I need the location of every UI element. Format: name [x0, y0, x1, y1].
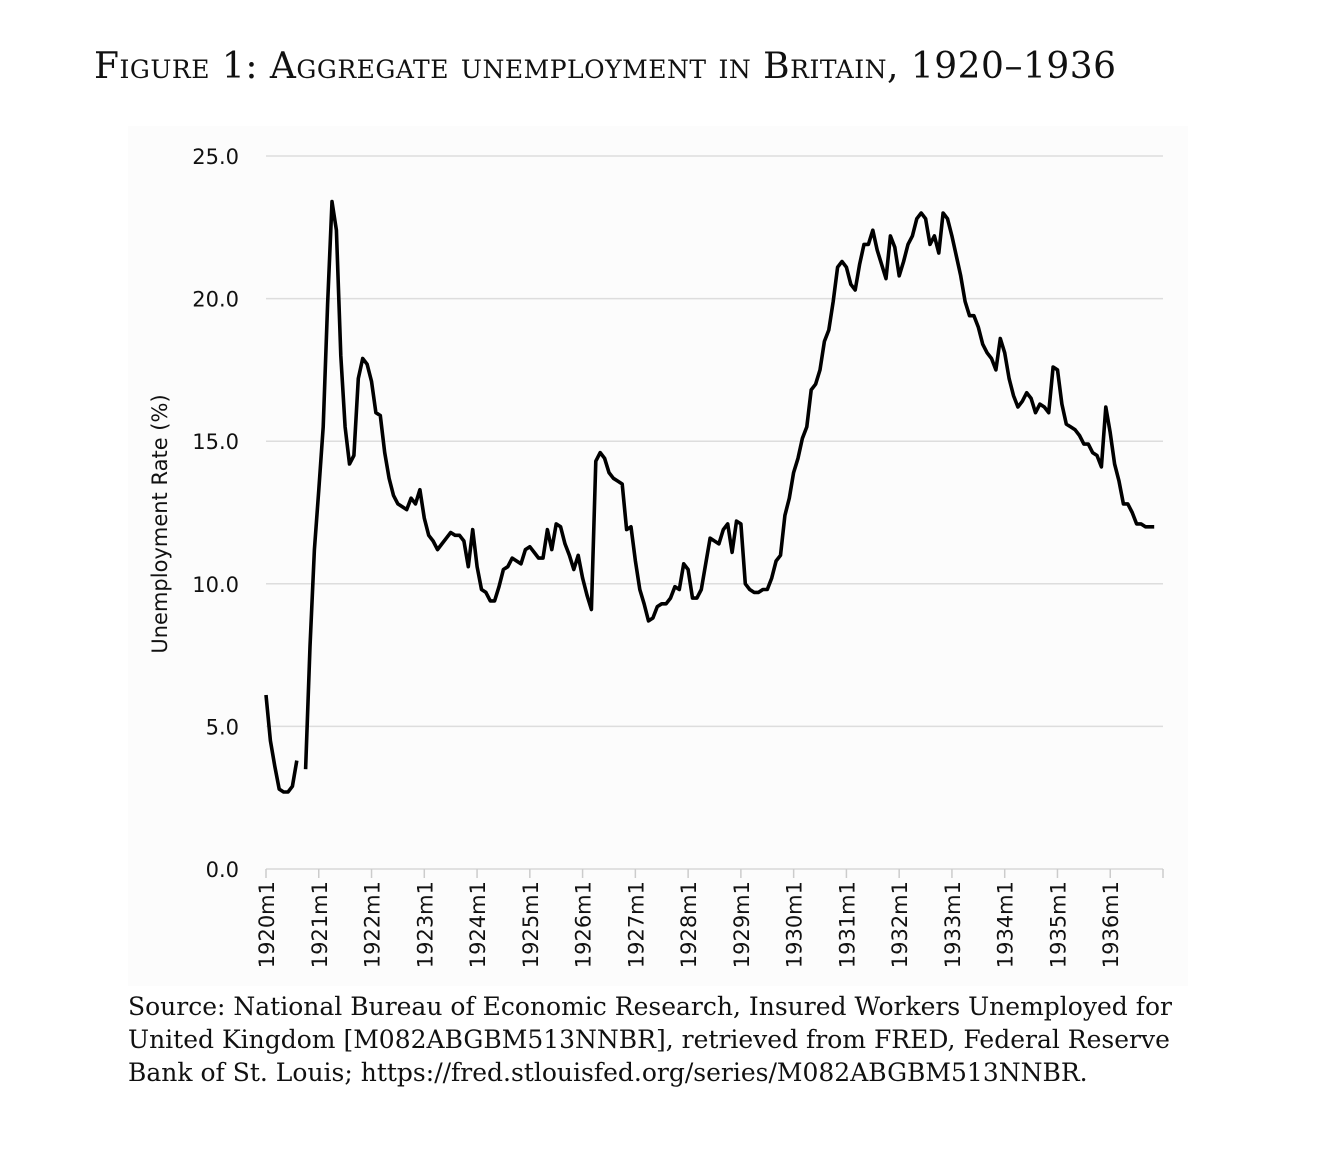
series-layer: [264, 199, 1155, 794]
y-tick-label: 20.0: [192, 288, 239, 312]
y-tick-label: 5.0: [206, 715, 239, 739]
source-note: Source: National Bureau of Economic Rese…: [128, 992, 1172, 1087]
x-axis: [265, 868, 1164, 878]
gridlines: [266, 155, 1163, 728]
line-chart: 0.0 5.0 10.0 15.0 20.0 25.0 1920m1 1921m1 1922m…: [148, 145, 1164, 968]
x-tick-label: 1936m1: [1099, 881, 1123, 968]
y-tick-label: 15.0: [192, 430, 239, 454]
figure-title: Figure 1: Aggregate unemployment in Brit…: [94, 46, 1117, 87]
x-tick-label: 1927m1: [624, 881, 648, 968]
x-tick-label: 1922m1: [361, 881, 385, 968]
x-tick-label: 1930m1: [783, 881, 807, 968]
x-tick-label: 1923m1: [413, 881, 437, 968]
x-tick-label: 1920m1: [255, 881, 279, 968]
x-tick-label: 1921m1: [308, 881, 332, 968]
x-tick-label: 1924m1: [466, 881, 490, 968]
y-axis-tick-labels: 0.0 5.0 10.0 15.0 20.0 25.0: [192, 145, 239, 882]
x-tick-label: 1931m1: [835, 881, 859, 968]
x-axis-tick-labels: 1920m1 1921m1 1922m1 1923m1 1924m1 1925m1 1926…: [255, 881, 1123, 968]
x-tick-label: 1933m1: [941, 881, 965, 968]
x-tick-label: 1926m1: [572, 881, 596, 968]
y-tick-label: 0.0: [206, 858, 239, 882]
x-tick-label: 1932m1: [888, 881, 912, 968]
chart-area: 0.0 5.0 10.0 15.0 20.0 25.0 1920m1 1921m1 1922m…: [128, 126, 1188, 986]
y-axis-title: Unemployment Rate (%): [148, 394, 172, 653]
y-tick-label: 25.0: [192, 145, 239, 169]
x-tick-label: 1935m1: [1046, 881, 1070, 968]
x-tick-label: 1925m1: [519, 881, 543, 968]
series-line: [303, 199, 1155, 770]
x-tick-label: 1929m1: [730, 881, 754, 968]
x-tick-label: 1928m1: [677, 881, 701, 968]
y-tick-label: 10.0: [192, 573, 239, 597]
series-line: [264, 694, 299, 794]
x-tick-label: 1934m1: [994, 881, 1018, 968]
